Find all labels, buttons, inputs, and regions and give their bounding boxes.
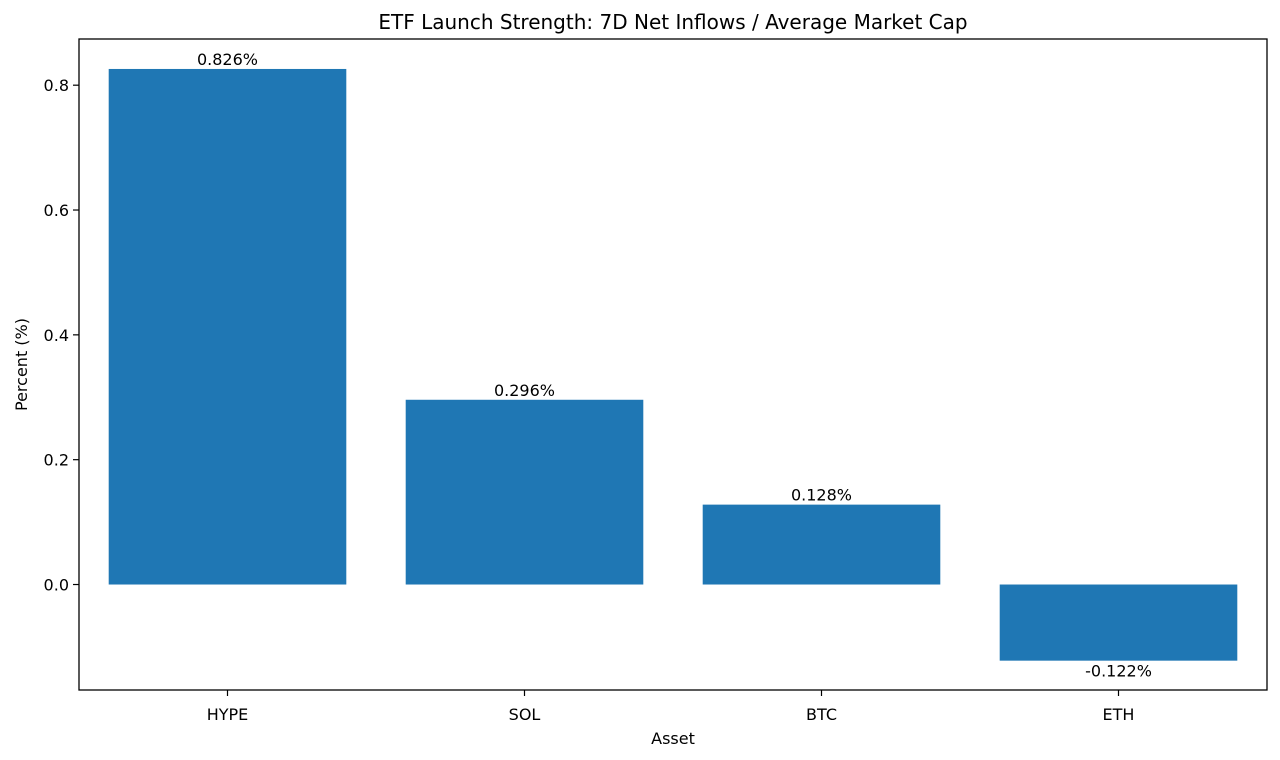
x-axis-label: Asset — [651, 729, 695, 748]
data-label-btc: 0.128% — [791, 486, 852, 505]
x-tick-label-hype: HYPE — [207, 705, 249, 724]
y-tick-label: 0.0 — [44, 576, 69, 595]
y-tick-label: 0.8 — [44, 76, 69, 95]
bar-eth — [999, 584, 1238, 661]
y-tick-label: 0.4 — [44, 326, 69, 345]
y-tick-label: 0.6 — [44, 201, 69, 220]
x-tick-label-sol: SOL — [509, 705, 541, 724]
bars-layer — [108, 68, 1238, 661]
y-axis: 0.0 0.2 0.4 0.6 0.8 — [44, 76, 79, 595]
x-axis: HYPE SOL BTC ETH — [207, 690, 1135, 724]
bar-sol — [405, 399, 644, 585]
x-tick-label-btc: BTC — [806, 705, 837, 724]
y-tick-label: 0.2 — [44, 451, 69, 470]
y-axis-label: Percent (%) — [12, 318, 31, 411]
data-labels-layer: 0.826% 0.296% 0.128% -0.122% — [197, 50, 1152, 681]
data-label-sol: 0.296% — [494, 381, 555, 400]
x-tick-label-eth: ETH — [1103, 705, 1135, 724]
data-label-eth: -0.122% — [1085, 662, 1152, 681]
bar-hype — [108, 68, 347, 585]
chart-title: ETF Launch Strength: 7D Net Inflows / Av… — [378, 10, 967, 34]
axes-frame — [78, 38, 1268, 691]
data-label-hype: 0.826% — [197, 50, 258, 69]
bar-btc — [702, 504, 941, 585]
